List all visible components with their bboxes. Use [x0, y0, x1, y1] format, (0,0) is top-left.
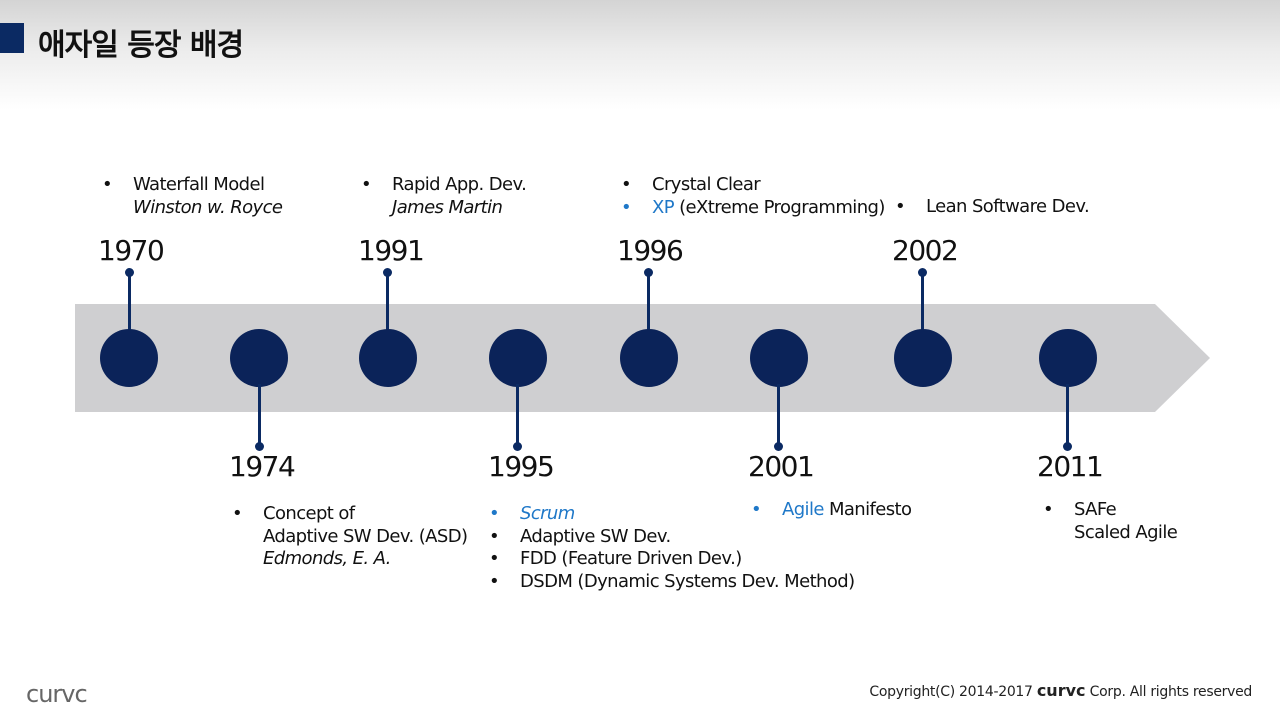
list-item: • SAFe	[1043, 499, 1117, 520]
title-marker	[0, 23, 24, 53]
list-item: • Agile Manifesto	[751, 499, 912, 520]
header-band	[0, 0, 1280, 110]
page-title: 애자일 등장 배경	[38, 28, 244, 63]
stem-1974	[258, 384, 261, 444]
list-item: Scaled Agile	[1074, 521, 1178, 543]
event-1996-list: • Crystal Clear • XP (eXtreme Programming)	[621, 174, 885, 219]
event-1991-list: • Rapid App. Dev. James Martin	[361, 174, 527, 219]
list-item: • XP (eXtreme Programming)	[621, 196, 885, 218]
event-2001-list: • Agile Manifesto	[751, 499, 912, 522]
year-1974: 1974	[229, 450, 296, 483]
pin-1991	[383, 268, 392, 277]
list-item: • Adaptive SW Dev.	[489, 525, 671, 547]
list-item: Winston w. Royce	[133, 196, 283, 218]
copyright-notice: Copyright(C) 2014-2017 curvc Corp. All r…	[869, 681, 1252, 700]
list-item: • DSDM (Dynamic Systems Dev. Method)	[489, 570, 855, 592]
list-item: Edmonds, E. A.	[263, 548, 391, 569]
list-item: • Waterfall Model	[102, 174, 265, 195]
copyright-brand: curvc	[1036, 681, 1086, 700]
pin-2001	[774, 442, 783, 451]
timeline-node-1995[interactable]	[489, 329, 547, 387]
curvc-logo: curvc	[26, 684, 88, 706]
stem-2011	[1066, 384, 1069, 444]
stem-2002	[921, 272, 924, 332]
pin-1996	[644, 268, 653, 277]
list-item: • Crystal Clear	[621, 174, 761, 195]
pin-2011	[1063, 442, 1072, 451]
timeline-node-1991[interactable]	[359, 329, 417, 387]
stem-1996	[647, 272, 650, 332]
year-2011: 2011	[1037, 450, 1104, 483]
timeline-node-2001[interactable]	[750, 329, 808, 387]
svg-text:curvc: curvc	[26, 684, 87, 706]
timeline-node-1974[interactable]	[230, 329, 288, 387]
pin-1974	[255, 442, 264, 451]
event-2011-list: • SAFe Scaled Agile	[1043, 499, 1178, 544]
list-item: • Concept of	[232, 503, 355, 524]
timeline-node-2002[interactable]	[894, 329, 952, 387]
stem-1970	[128, 272, 131, 332]
event-1974-list: • Concept of Adaptive SW Dev. (ASD) Edmon…	[232, 503, 468, 571]
pin-2002	[918, 268, 927, 277]
stem-2001	[777, 384, 780, 444]
stem-1991	[386, 272, 389, 332]
year-2001: 2001	[748, 450, 815, 483]
list-item: • Lean Software Dev.	[895, 196, 1090, 217]
pin-1970	[125, 268, 134, 277]
stem-1995	[516, 384, 519, 444]
year-2002: 2002	[892, 234, 959, 267]
event-2002-list: • Lean Software Dev.	[895, 196, 1090, 219]
list-item: James Martin	[392, 196, 503, 218]
list-item: • FDD (Feature Driven Dev.)	[489, 548, 742, 569]
event-1970-list: • Waterfall Model Winston w. Royce	[102, 174, 283, 219]
list-item: • Scrum	[489, 503, 575, 524]
event-1995-list: • Scrum • Adaptive SW Dev. • FDD (Feature D…	[489, 503, 855, 593]
timeline-node-1970[interactable]	[100, 329, 158, 387]
year-1995: 1995	[488, 450, 555, 483]
year-1991: 1991	[358, 234, 425, 267]
list-item: Adaptive SW Dev. (ASD)	[263, 525, 468, 547]
timeline-node-2011[interactable]	[1039, 329, 1097, 387]
timeline-node-1996[interactable]	[620, 329, 678, 387]
pin-1995	[513, 442, 522, 451]
list-item: • Rapid App. Dev.	[361, 174, 527, 195]
year-1970: 1970	[98, 234, 165, 267]
year-1996: 1996	[617, 234, 684, 267]
